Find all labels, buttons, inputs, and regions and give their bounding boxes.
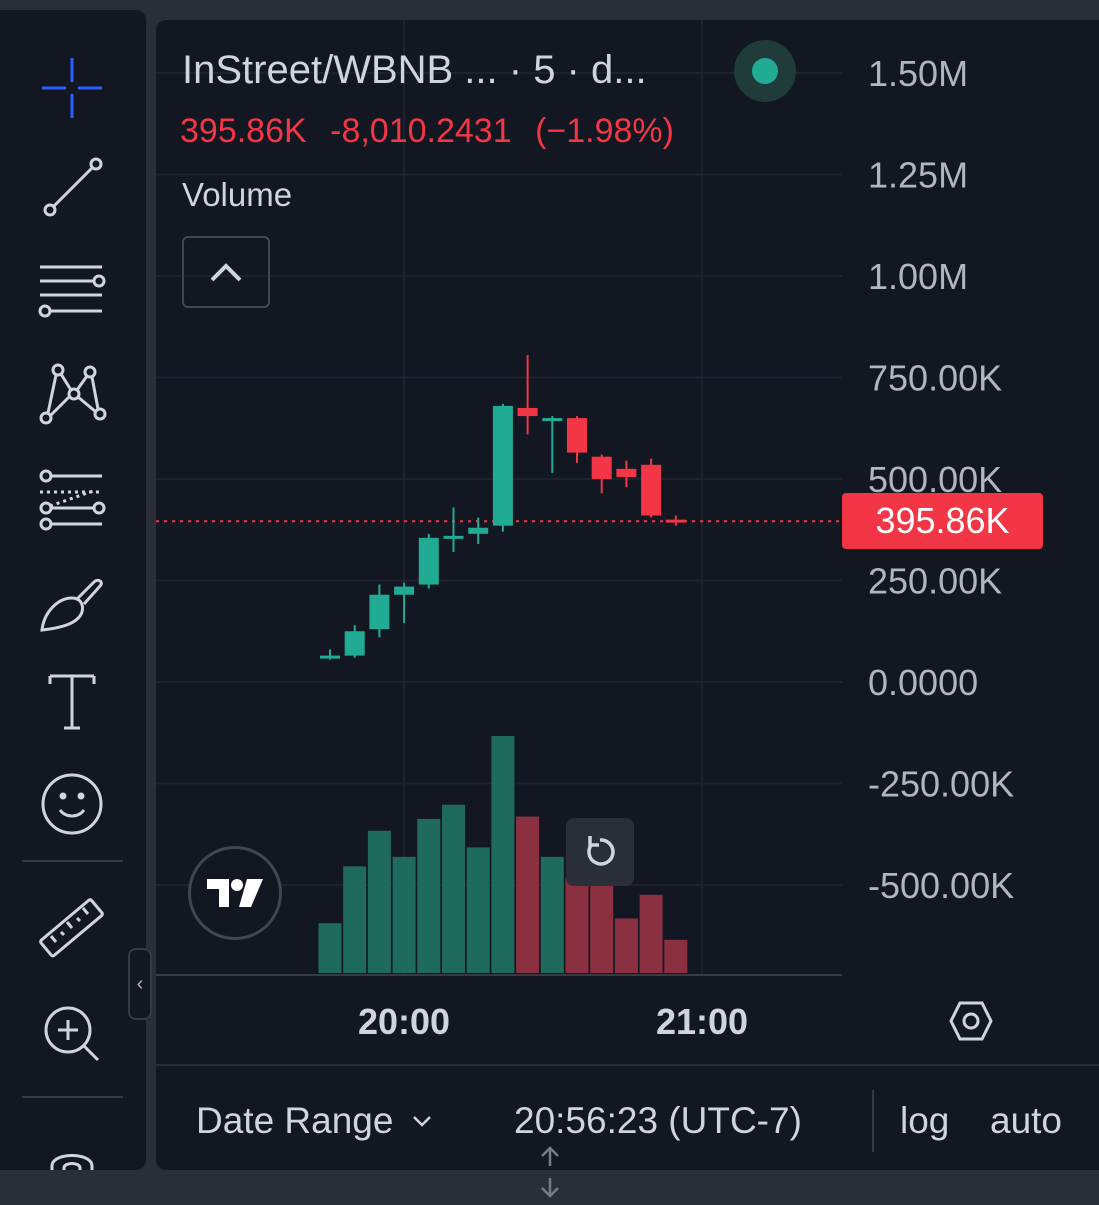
candle-body: [517, 407, 538, 417]
time-axis-label: 20:00: [358, 1001, 450, 1042]
fib-retracement-icon[interactable]: [34, 462, 110, 538]
time-axis-label: 21:00: [656, 1001, 748, 1042]
collapse-legend-button[interactable]: [182, 236, 270, 308]
market-status-indicator[interactable]: [734, 40, 796, 102]
volume-bar: [639, 894, 663, 973]
chevron-down-icon: [413, 1116, 432, 1127]
legend-change-percent: (−1.98%): [535, 112, 674, 150]
price-axis-label: 1.50M: [868, 53, 968, 94]
candle-body: [616, 468, 637, 477]
date-range-button[interactable]: Date Range: [196, 1100, 433, 1142]
reset-icon: [587, 836, 615, 866]
price-axis-label: 750.00K: [868, 358, 1002, 399]
price-axis-label: 250.00K: [868, 561, 1002, 602]
volume-bar: [516, 816, 540, 973]
pattern-icon[interactable]: [34, 356, 110, 432]
symbol-title[interactable]: InStreet/WBNB ... · 5 · d...: [182, 48, 647, 92]
price-axis-label: 1.25M: [868, 155, 968, 196]
candle-body: [591, 456, 612, 479]
candle-body: [418, 537, 439, 585]
volume-bar: [565, 878, 589, 973]
volume-bar: [466, 847, 490, 973]
volume-bar: [664, 939, 688, 973]
chevron-up-icon: [210, 263, 242, 282]
resize-arrows-icon: [541, 1146, 559, 1198]
bottom-separator: [872, 1090, 874, 1152]
legend-price: 395.86K: [180, 112, 307, 150]
volume-bar: [614, 918, 638, 973]
toolbar-divider-2: [22, 1096, 123, 1098]
ruler-icon[interactable]: [34, 892, 110, 968]
toolbar-divider: [22, 860, 123, 862]
clock-timezone[interactable]: 20:56:23 (UTC-7): [514, 1100, 802, 1141]
settings-hexagon-icon: [949, 1001, 993, 1041]
crosshair-icon[interactable]: [34, 50, 110, 126]
candle-body: [369, 594, 390, 630]
text-icon[interactable]: [34, 664, 110, 740]
tradingview-logo[interactable]: [188, 846, 282, 940]
brush-icon[interactable]: [34, 566, 110, 642]
chart-canvas[interactable]: 1.50M1.25M1.00M750.00K500.00K250.00K0.00…: [156, 20, 1099, 1064]
volume-bar: [318, 923, 342, 973]
auto-scale-toggle[interactable]: auto: [990, 1100, 1063, 1141]
current-price-tag: 395.86K: [842, 493, 1043, 549]
candle-body: [641, 464, 662, 516]
candle-body: [542, 418, 563, 422]
candle-body: [320, 655, 340, 659]
horizontal-lines-icon[interactable]: [34, 253, 110, 329]
price-axis-label: 0.0000: [868, 662, 978, 703]
candle-body: [567, 418, 587, 453]
toolbar-collapse-handle[interactable]: ‹: [128, 948, 152, 1020]
top-bar: [0, 0, 1099, 10]
candle-body: [468, 527, 489, 534]
log-scale-toggle[interactable]: log: [900, 1100, 950, 1141]
candle-body: [492, 405, 513, 526]
market-status-dot: [752, 58, 778, 84]
volume-bar: [491, 736, 515, 973]
collapse-glyph: ‹: [136, 972, 144, 995]
price-axis-label: -250.00K: [868, 764, 1014, 805]
volume-bar: [540, 856, 564, 973]
reset-chart-button[interactable]: [566, 818, 634, 886]
bottom-toolbar: Date Range 20:56:23 (UTC-7) log auto: [156, 1064, 1099, 1170]
ohlc-legend: 395.86K -8,010.2431 (−1.98%): [180, 112, 688, 151]
volume-bar: [442, 804, 465, 973]
candle-body: [394, 586, 415, 595]
volume-indicator-label[interactable]: Volume: [182, 176, 293, 213]
volume-bar: [343, 866, 367, 973]
emoji-icon[interactable]: [34, 766, 110, 842]
tradingview-logo-icon: [207, 879, 263, 907]
candle-body: [665, 519, 686, 523]
date-range-label: Date Range: [196, 1100, 394, 1141]
trend-line-icon[interactable]: [34, 150, 110, 226]
drawing-toolbar: [0, 10, 146, 1170]
magnet-icon[interactable]: [34, 1130, 110, 1170]
zoom-in-icon[interactable]: [34, 996, 110, 1072]
volume-bar: [417, 818, 441, 973]
legend-change: -8,010.2431: [330, 112, 512, 150]
volume-bar: [392, 856, 416, 973]
pane-resize-handle[interactable]: [536, 1144, 564, 1200]
price-axis-label: 1.00M: [868, 256, 968, 297]
price-axis-label: -500.00K: [868, 865, 1014, 906]
candle-body: [344, 631, 365, 656]
chart-pane[interactable]: 1.50M 1.25M 1.00M 750.00K 500.00K 250.00K 0.00…: [156, 20, 1099, 1170]
candle-body: [443, 535, 464, 539]
axis-settings-button[interactable]: [946, 996, 996, 1046]
volume-bar: [367, 830, 391, 973]
